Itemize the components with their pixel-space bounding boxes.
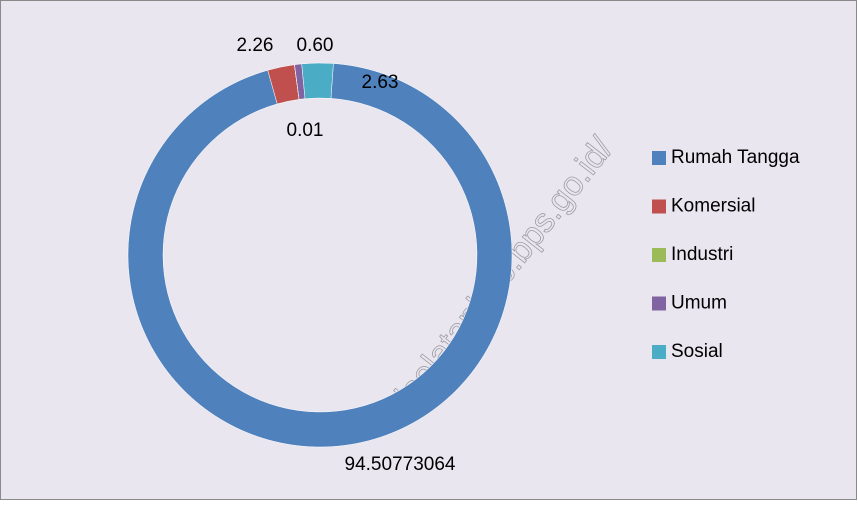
legend-label: Umum: [671, 293, 727, 314]
legend-label: Rumah Tangga: [671, 147, 800, 168]
data-label: 94.50773064: [345, 454, 456, 475]
donut-slice: [127, 63, 513, 448]
legend-label: Komersial: [671, 196, 755, 217]
data-label: 0.60: [297, 35, 334, 56]
legend-label: Industri: [671, 244, 733, 265]
legend-swatch: [652, 199, 666, 214]
donut-slice: [301, 62, 334, 99]
legend-swatch: [652, 345, 666, 359]
data-label: 2.63: [362, 72, 399, 93]
data-label: 2.26: [237, 35, 274, 56]
legend-label: Sosial: [671, 341, 723, 362]
legend-swatch: [652, 151, 666, 165]
data-label: 0.01: [287, 120, 324, 141]
legend-swatch: [652, 296, 666, 311]
legend-swatch: [652, 248, 666, 262]
